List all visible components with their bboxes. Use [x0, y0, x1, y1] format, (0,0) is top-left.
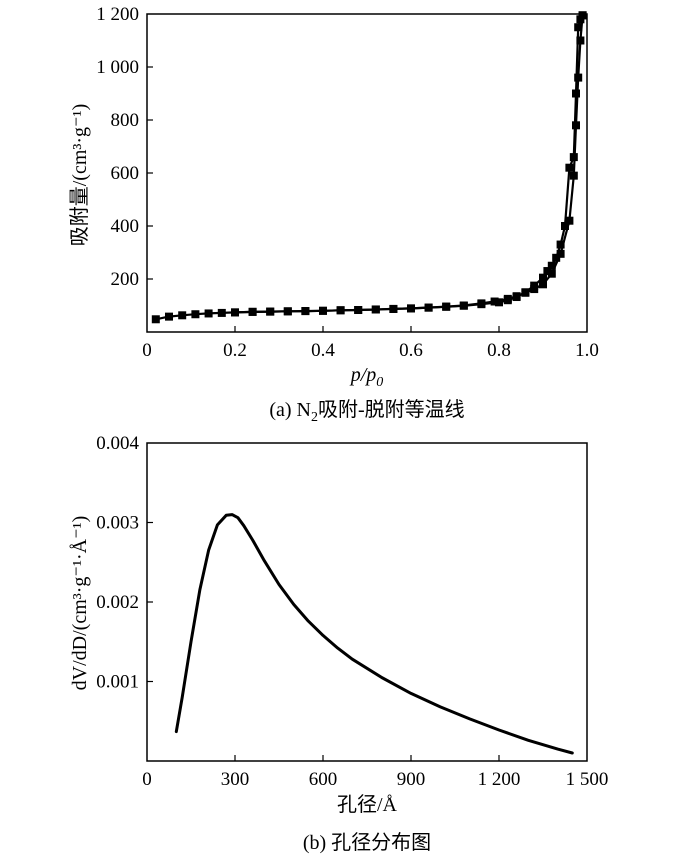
isotherm-series-1-marker: [191, 310, 200, 319]
isotherm-series-2-marker: [530, 281, 539, 290]
isotherm-series-2-marker: [459, 301, 468, 310]
pore-x-tick-label: 0: [142, 769, 152, 790]
isotherm-x-axis-label: p/p0: [349, 364, 384, 390]
isotherm-series-2-marker: [495, 298, 503, 307]
isotherm-series-1-marker: [574, 73, 583, 82]
pore-distribution-chart: 0 300 600 900 1 200 1 500 0.001 0.002 0.003 0.00…: [69, 433, 608, 854]
isotherm-y-tick-label: 800: [111, 110, 140, 131]
isotherm-series-2-marker: [574, 23, 583, 32]
isotherm-series-2-marker: [565, 163, 574, 172]
isotherm-x-tick-label: 1.0: [575, 340, 599, 361]
isotherm-series-2-marker: [442, 302, 451, 311]
isotherm-series-1-marker: [576, 36, 585, 45]
isotherm-series-2-marker: [552, 253, 561, 262]
pore-series-1-line: [174, 513, 574, 755]
isotherm-x-tick-label: 0.2: [223, 340, 247, 361]
pore-x-tick-label: 300: [221, 769, 250, 790]
pore-y-tick-label: 0.002: [96, 592, 139, 613]
isotherm-series-1-marker: [490, 297, 499, 306]
isotherm-series-2-marker: [561, 222, 569, 230]
isotherm-x-tick-label: 0.8: [487, 340, 511, 361]
isotherm-series-2-marker: [319, 306, 327, 315]
isotherm-series-1-marker: [556, 249, 565, 258]
isotherm-series-2-marker: [547, 261, 556, 270]
isotherm-y-tick-label: 400: [111, 216, 140, 237]
isotherm-series-2-marker: [543, 267, 552, 276]
isotherm-caption: (a) N2吸附-脱附等温线: [269, 398, 464, 425]
isotherm-y-tick-label: 200: [111, 269, 140, 290]
isotherm-series-2-marker: [477, 300, 486, 309]
isotherm-series-2-marker: [572, 89, 580, 98]
pore-y-tick-label: 0.003: [96, 513, 139, 534]
pore-y-axis-label: dV/dD/(cm³·g⁻¹·Å⁻¹): [69, 516, 91, 691]
isotherm-x-tick-label: 0.4: [311, 340, 335, 361]
isotherm-series-2-marker: [336, 306, 345, 315]
isotherm-series-1-marker: [569, 171, 578, 180]
isotherm-series-2-marker: [283, 307, 292, 316]
isotherm-plot-frame: [146, 13, 588, 333]
isotherm-caption-suffix: 吸附-脱附等温线: [318, 398, 465, 421]
isotherm-series-2-marker: [424, 303, 433, 312]
isotherm-series-2-marker: [371, 305, 380, 314]
isotherm-series-1-marker: [547, 269, 556, 278]
pore-plot-frame: [146, 442, 588, 762]
isotherm-series-1-marker: [178, 311, 187, 320]
isotherm-series-1-marker: [217, 308, 226, 317]
isotherm-series-2-marker: [389, 304, 398, 313]
pore-x-tick-label: 1 500: [566, 769, 609, 790]
isotherm-series-2-marker: [576, 15, 585, 24]
isotherm-caption-sub: 2: [311, 410, 318, 425]
isotherm-x-axis-label-main: p/p: [349, 364, 377, 386]
pore-y-tick-label: 0.001: [96, 672, 139, 693]
isotherm-series-1-marker: [151, 315, 160, 324]
isotherm-series-2-marker: [248, 307, 257, 316]
isotherm-y-tick-label: 600: [111, 163, 140, 184]
isotherm-series-2-marker: [521, 288, 530, 297]
pore-x-tick-label: 600: [309, 769, 338, 790]
isotherm-series-1-marker: [165, 312, 173, 321]
isotherm-series-1-marker: [565, 216, 574, 225]
pore-x-tick-label: 1 200: [478, 769, 521, 790]
pore-x-tick-label: 900: [397, 769, 426, 790]
isotherm-series-1-marker: [539, 280, 547, 289]
isotherm-series-2-marker: [569, 153, 578, 162]
isotherm-series-2-marker: [503, 296, 512, 305]
pore-x-axis-label: 孔径/Å: [337, 793, 398, 816]
isotherm-y-axis-label: 吸附量/(cm³·g⁻¹): [68, 104, 91, 247]
isotherm-series-2-marker: [512, 293, 521, 302]
isotherm-series-2-marker: [539, 273, 547, 282]
pore-y-tick-label: 0.004: [96, 433, 139, 454]
isotherm-series-2-marker: [266, 307, 275, 316]
isotherm-series-2-line: [233, 14, 584, 314]
isotherm-series-2-marker: [301, 307, 310, 316]
isotherm-series-2-marker: [407, 304, 415, 313]
isotherm-y-tick-label: 1 200: [96, 4, 139, 25]
isotherm-y-tick-label: 1 000: [96, 57, 139, 78]
isotherm-series-1-line: [154, 14, 584, 321]
isotherm-series-1-marker: [204, 309, 213, 318]
isotherm-series-2-marker: [556, 240, 565, 249]
isotherm-series-2-marker: [354, 306, 363, 315]
pore-caption: (b) 孔径分布图: [303, 831, 431, 854]
isotherm-series-2-marker: [231, 308, 239, 317]
isotherm-x-tick-label: 0.6: [399, 340, 423, 361]
isotherm-caption-prefix: (a) N: [269, 399, 311, 421]
isotherm-x-axis-label-sub: 0: [376, 375, 383, 390]
isotherm-x-tick-label: 0: [142, 340, 152, 361]
